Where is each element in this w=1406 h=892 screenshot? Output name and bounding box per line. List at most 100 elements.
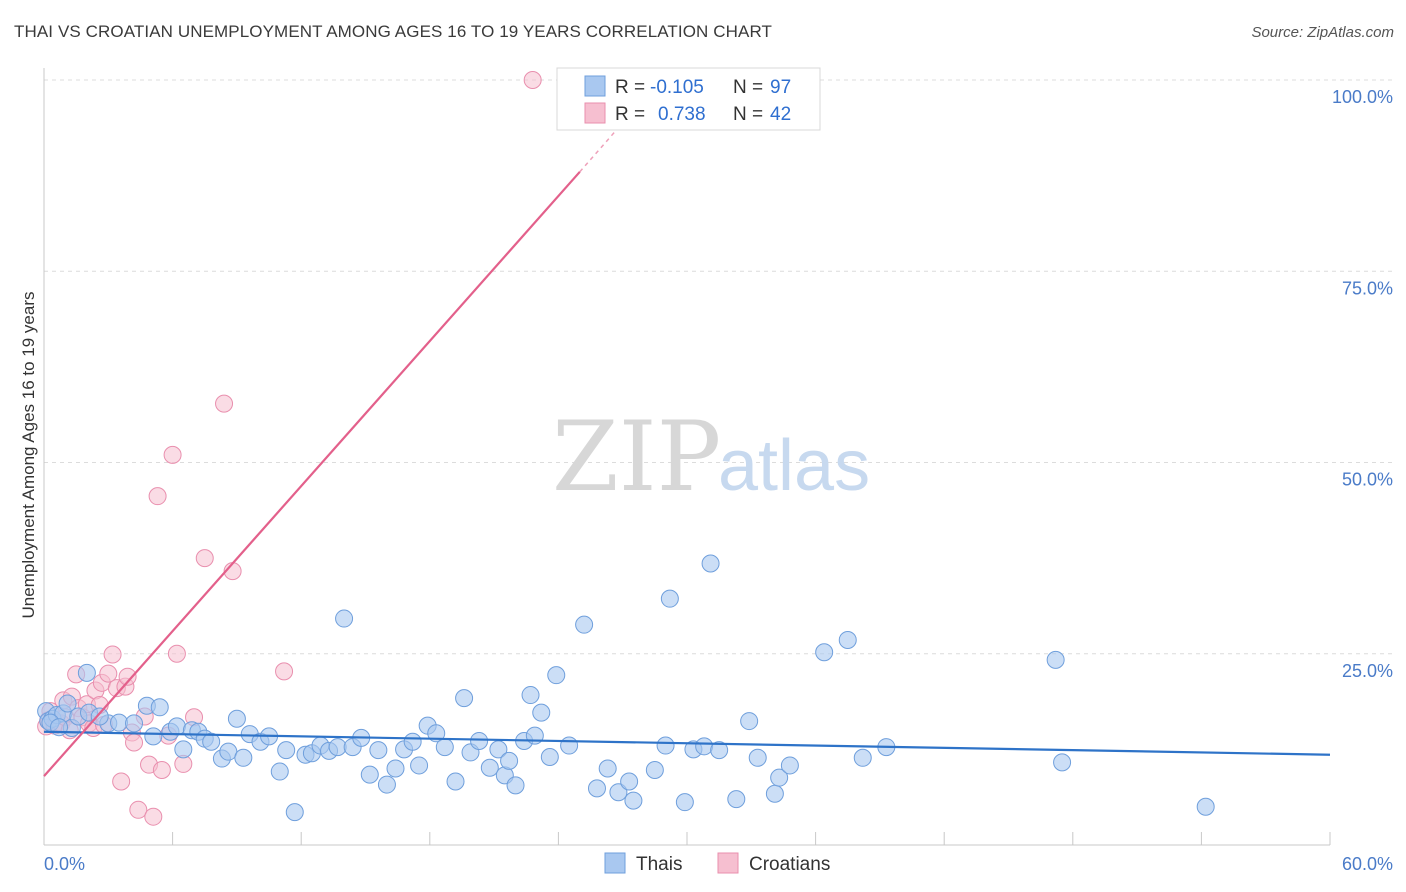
thai-point	[765, 784, 784, 803]
thai-point	[532, 703, 551, 722]
thai-point	[360, 765, 379, 784]
thai-point	[620, 772, 639, 791]
x-tick-marks	[43, 832, 1331, 845]
x-tick-label-max: 60.0%	[1342, 854, 1393, 874]
croatian-point	[99, 664, 118, 683]
thai-point	[1196, 797, 1215, 816]
thai-point	[125, 714, 144, 733]
thai-point	[110, 713, 129, 732]
y-tick-label: 75.0%	[1342, 278, 1393, 298]
thai-point	[1053, 753, 1072, 772]
thai-point	[540, 748, 559, 767]
thai-point	[587, 779, 606, 798]
thai-point	[427, 724, 446, 743]
croatian-trend-line	[43, 171, 581, 777]
thai-point	[500, 751, 519, 770]
legend-swatch-thai	[584, 75, 606, 97]
thai-point	[150, 698, 169, 717]
y-axis-label: Unemployment Among Ages 16 to 19 years	[19, 292, 38, 619]
x-tick-label-min: 0.0%	[44, 854, 85, 874]
croatian-point	[103, 645, 122, 664]
thai-point	[285, 803, 304, 822]
thai-point	[174, 740, 193, 759]
chart-title: THAI VS CROATIAN UNEMPLOYMENT AMONG AGES…	[14, 22, 772, 41]
thai-point	[446, 772, 465, 791]
thai-point	[202, 732, 221, 751]
thai-point	[455, 689, 474, 708]
thai-point	[547, 666, 566, 685]
watermark-zip: ZIP	[552, 401, 721, 513]
thai-point	[277, 741, 296, 760]
bottom-legend-swatch-croatian	[717, 852, 739, 874]
croatian-point	[148, 487, 167, 506]
croatian-point	[523, 71, 542, 89]
thai-point	[740, 712, 759, 731]
legend-thai-n-value: 97	[770, 77, 791, 98]
legend-swatch-croatian	[584, 102, 606, 124]
y-tick-label: 50.0%	[1342, 470, 1393, 490]
thai-point	[780, 756, 799, 775]
thai-point	[575, 615, 594, 634]
thai-point	[410, 756, 429, 775]
thai-point	[701, 554, 720, 573]
thai-point	[624, 791, 643, 810]
correlation-legend: R = -0.105 N = 97 R = 0.738 N = 42	[556, 67, 821, 131]
croatian-point	[125, 733, 144, 752]
legend-croatian-n-value: 42	[770, 104, 791, 125]
thai-point	[227, 709, 246, 728]
croatian-points	[37, 71, 542, 826]
thai-point	[403, 732, 422, 751]
thai-point	[1046, 650, 1065, 669]
thai-point	[710, 741, 729, 760]
thai-point	[560, 736, 579, 755]
thai-point	[770, 768, 789, 787]
series-legend: Thais Croatians	[604, 852, 830, 875]
croatian-point	[275, 662, 294, 681]
thai-point	[335, 609, 354, 628]
thai-point	[838, 630, 857, 649]
thai-point	[58, 694, 77, 713]
thai-point	[144, 727, 163, 746]
croatian-point	[167, 644, 186, 663]
legend-croatian-n-label: N =	[733, 104, 763, 125]
legend-croatian-r-label: R =	[615, 104, 645, 125]
croatian-point	[112, 772, 131, 791]
croatian-point	[163, 445, 182, 464]
thai-point	[695, 737, 714, 756]
thai-point	[480, 758, 499, 777]
thai-point	[377, 775, 396, 794]
thai-point	[675, 793, 694, 812]
croatian-point	[144, 807, 163, 826]
bottom-legend-swatch-thai	[604, 852, 626, 874]
thai-point	[77, 663, 96, 682]
legend-thai-n-label: N =	[733, 77, 763, 98]
legend-thai-r-value: -0.105	[650, 77, 704, 98]
thai-point	[645, 761, 664, 780]
thai-points	[37, 554, 1215, 822]
croatian-point	[118, 667, 137, 686]
thai-point	[369, 741, 388, 760]
y-tick-label: 25.0%	[1342, 661, 1393, 681]
thai-point	[748, 748, 767, 767]
thai-point	[270, 762, 289, 781]
thai-point	[521, 686, 540, 705]
watermark-atlas: atlas	[718, 426, 870, 506]
thai-point	[815, 643, 834, 662]
thai-point	[660, 589, 679, 608]
thai-point	[506, 776, 525, 795]
thai-point	[328, 738, 347, 757]
thai-point	[435, 738, 454, 757]
thai-point	[656, 736, 675, 755]
legend-thai-r-label: R =	[615, 77, 645, 98]
bottom-legend-croatian: Croatians	[749, 854, 830, 875]
y-tick-labels: 25.0% 50.0% 75.0% 100.0%	[1332, 87, 1393, 681]
thai-point	[853, 748, 872, 767]
thai-point	[167, 717, 186, 736]
thai-point	[219, 742, 238, 761]
legend-croatian-r-value: 0.738	[658, 104, 706, 125]
croatian-point	[152, 761, 171, 780]
thai-point	[470, 731, 489, 750]
thai-point	[609, 783, 628, 802]
thai-trend-line	[43, 730, 1331, 756]
